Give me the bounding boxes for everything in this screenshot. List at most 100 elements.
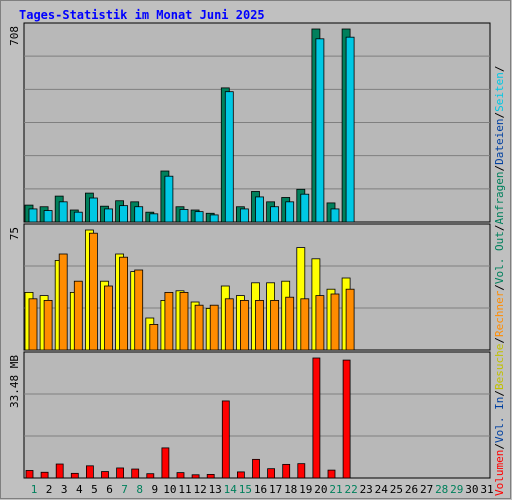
- bar-dateien-day-6: [104, 208, 113, 223]
- legend-item: Volumen: [493, 450, 506, 496]
- x-tick-label-day-19: 19: [299, 483, 312, 496]
- bar-rechner-day-15: [239, 299, 249, 351]
- x-tick-label-day-30: 30: [465, 483, 478, 496]
- bar-volumen-day-5: [86, 465, 94, 479]
- legend-item: /: [493, 165, 506, 172]
- bar-dateien-day-21: [330, 208, 340, 223]
- chart-legend: Volumen/Vol. In/Besuche/Rechner/Vol. Out…: [493, 65, 506, 496]
- x-tick-label-day-9: 9: [151, 483, 158, 496]
- chart-title: Tages-Statistik im Monat Juni 2025: [19, 8, 265, 22]
- x-tick-label-day-3: 3: [61, 483, 68, 496]
- y-max-label: 75: [8, 227, 21, 240]
- bar-volumen-day-10: [161, 447, 170, 479]
- x-tick-label-day-12: 12: [193, 483, 206, 496]
- x-tick-label-day-25: 25: [390, 483, 403, 496]
- x-tick-label-day-7: 7: [121, 483, 128, 496]
- legend-item: Seiten: [493, 72, 506, 112]
- legend-item: /: [493, 65, 506, 72]
- x-tick-label-day-5: 5: [91, 483, 98, 496]
- bar-volumen-day-14: [221, 400, 230, 479]
- x-tick-label-day-13: 13: [209, 483, 222, 496]
- legend-item: Anfragen: [493, 171, 506, 224]
- legend-item: /: [493, 337, 506, 344]
- legend-item: Dateien: [493, 118, 506, 164]
- bar-rechner-day-21: [330, 293, 340, 351]
- panel-bottom: 33.48 MB: [8, 351, 491, 479]
- bar-volumen-day-22: [342, 359, 351, 479]
- bar-volumen-day-12: [191, 474, 200, 479]
- x-tick-label-day-16: 16: [254, 483, 267, 496]
- bar-dateien-day-14: [224, 91, 234, 223]
- bar-dateien-day-13: [209, 214, 219, 223]
- bar-rechner-day-13: [209, 304, 219, 351]
- legend-item: /: [493, 443, 506, 450]
- bar-rechner-day-18: [285, 296, 295, 351]
- x-tick-label-day-24: 24: [375, 483, 389, 496]
- bar-rechner-day-11: [179, 291, 189, 351]
- x-tick-label-day-14: 14: [224, 483, 238, 496]
- bar-volumen-day-17: [267, 468, 276, 479]
- bar-dateien-day-8: [134, 206, 144, 223]
- bar-dateien-day-22: [345, 36, 355, 223]
- bar-dateien-day-9: [149, 213, 159, 223]
- bar-dateien-day-1: [28, 208, 38, 223]
- chart-panels: 708 75 33.48 MB: [8, 22, 491, 479]
- bar-dateien-day-20: [315, 38, 325, 223]
- bar-dateien-day-3: [58, 201, 68, 223]
- bar-volumen-day-8: [131, 468, 140, 479]
- legend-text: Volumen/Vol. In/Besuche/Rechner/Vol. Out…: [493, 65, 506, 496]
- x-tick-label-day-2: 2: [46, 483, 53, 496]
- y-max-label: 33.48 MB: [8, 355, 21, 408]
- x-tick-label-day-17: 17: [269, 483, 282, 496]
- bar-dateien-day-15: [239, 208, 249, 223]
- legend-item: /: [493, 390, 506, 397]
- bar-rechner-day-3: [58, 253, 68, 351]
- bar-rechner-day-5: [89, 232, 98, 351]
- bar-volumen-day-16: [252, 458, 260, 479]
- bar-volumen-day-20: [312, 357, 321, 479]
- bar-dateien-day-18: [285, 201, 295, 223]
- bar-volumen-day-13: [206, 474, 215, 479]
- bar-rechner-day-8: [134, 269, 144, 351]
- bar-dateien-day-2: [43, 210, 53, 223]
- bar-dateien-day-5: [89, 197, 98, 223]
- bar-volumen-day-18: [282, 463, 291, 479]
- x-tick-label-day-11: 11: [178, 483, 191, 496]
- legend-item: Vol. In: [493, 397, 506, 443]
- x-tick-label-day-10: 10: [163, 483, 176, 496]
- bar-rechner-day-14: [224, 298, 234, 351]
- x-tick-label-day-23: 23: [360, 483, 373, 496]
- legend-item: /: [493, 284, 506, 291]
- bar-rechner-day-2: [43, 299, 53, 351]
- bar-rechner-day-12: [194, 304, 204, 351]
- bar-dateien-day-17: [270, 206, 280, 223]
- x-tick-label-day-28: 28: [435, 483, 448, 496]
- bar-volumen-day-3: [55, 463, 64, 479]
- bar-volumen-day-6: [101, 471, 109, 479]
- x-tick-label-day-27: 27: [420, 483, 433, 496]
- x-tick-label-day-29: 29: [450, 483, 463, 496]
- bar-rechner-day-19: [300, 298, 310, 351]
- bar-rechner-day-4: [73, 280, 83, 351]
- bar-dateien-day-7: [119, 205, 128, 223]
- bar-rechner-day-9: [149, 323, 159, 351]
- bar-rechner-day-1: [28, 298, 38, 351]
- bar-dateien-day-19: [300, 193, 310, 223]
- panel-middle: 75: [8, 223, 491, 351]
- bar-volumen-day-2: [40, 471, 49, 479]
- bar-volumen-day-4: [70, 472, 79, 479]
- x-tick-label-day-4: 4: [76, 483, 83, 496]
- bar-rechner-day-17: [270, 299, 280, 351]
- x-tick-label-day-6: 6: [106, 483, 113, 496]
- x-axis-day-labels: 1 2 3 4 5 6 7 8 9 10 11 12 13 14 15 16 17 18 19 20 21 22 23 24 2…: [31, 483, 494, 496]
- legend-item: Vol. Out: [493, 231, 506, 284]
- bar-dateien-day-11: [179, 209, 189, 223]
- x-tick-label-day-18: 18: [284, 483, 297, 496]
- y-max-label: 708: [8, 26, 21, 46]
- x-tick-label-day-22: 22: [344, 483, 357, 496]
- bar-volumen-day-9: [146, 473, 155, 479]
- x-tick-label-day-21: 21: [329, 483, 342, 496]
- bar-dateien-day-10: [164, 175, 174, 223]
